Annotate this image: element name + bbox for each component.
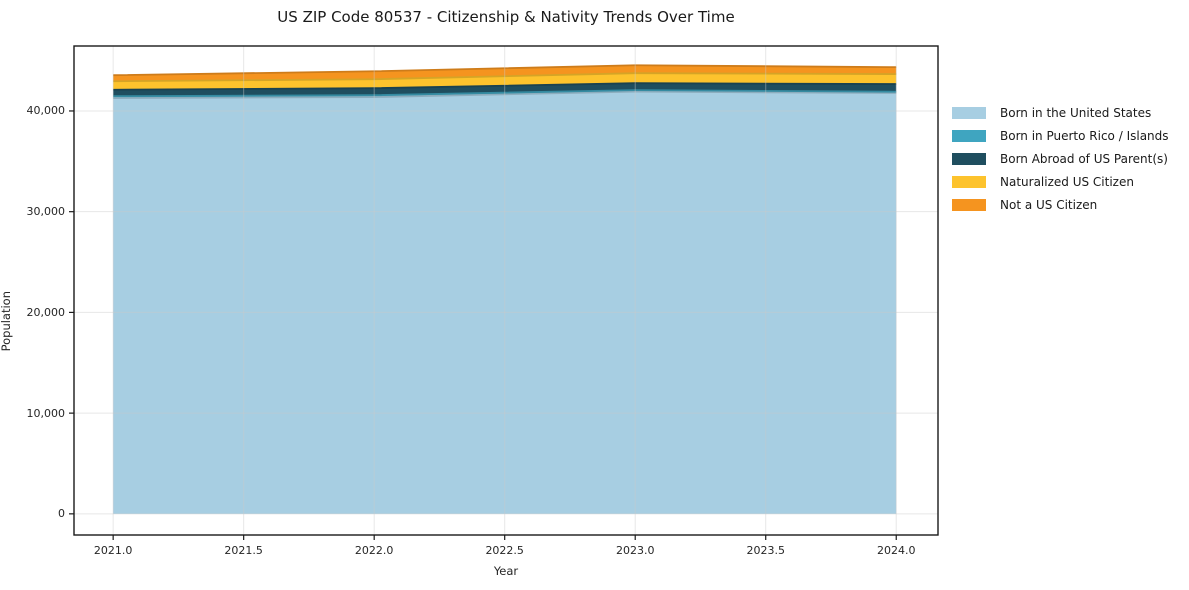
area-band-edge bbox=[113, 89, 897, 98]
area-band bbox=[113, 65, 897, 82]
x-tick-label: 2023.0 bbox=[615, 544, 655, 557]
x-tick-label: 2021.0 bbox=[93, 544, 133, 557]
y-tick-label: 30,000 bbox=[26, 205, 66, 219]
x-tick-label: 2023.5 bbox=[746, 544, 785, 557]
legend-swatch bbox=[952, 107, 986, 119]
area-band bbox=[113, 73, 897, 90]
legend-swatch bbox=[952, 130, 986, 142]
legend-label: Born in Puerto Rico / Islands bbox=[1000, 129, 1169, 143]
area-band-edge bbox=[113, 72, 897, 83]
chart-title: US ZIP Code 80537 - Citizenship & Nativi… bbox=[277, 8, 735, 26]
legend-swatch bbox=[952, 176, 986, 188]
area-band-edge bbox=[113, 64, 897, 77]
legend-label: Naturalized US Citizen bbox=[1000, 175, 1134, 189]
legend-item: Born Abroad of US Parent(s) bbox=[952, 152, 1169, 166]
area-band-edge bbox=[113, 82, 897, 91]
area-band bbox=[113, 91, 897, 514]
area-band-edge bbox=[113, 90, 897, 99]
x-tick-label: 2024.0 bbox=[876, 544, 916, 557]
x-tick-label: 2021.5 bbox=[224, 544, 263, 557]
legend-item: Born in Puerto Rico / Islands bbox=[952, 129, 1169, 143]
legend-item: Naturalized US Citizen bbox=[952, 175, 1169, 189]
area-band bbox=[113, 83, 897, 97]
legend-label: Born Abroad of US Parent(s) bbox=[1000, 152, 1168, 166]
legend-item: Not a US Citizen bbox=[952, 198, 1169, 212]
y-tick-label: 40,000 bbox=[26, 104, 66, 118]
legend-swatch bbox=[952, 199, 986, 211]
legend: Born in the United States Born in Puerto … bbox=[952, 106, 1169, 222]
x-axis-label: Year bbox=[493, 564, 519, 578]
legend-item: Born in the United States bbox=[952, 106, 1169, 120]
legend-swatch bbox=[952, 153, 986, 165]
y-tick-label: 0 bbox=[58, 507, 65, 521]
legend-label: Not a US Citizen bbox=[1000, 198, 1098, 212]
plot-border bbox=[73, 45, 939, 536]
y-tick-label: 10,000 bbox=[26, 406, 66, 420]
x-tick-label: 2022.5 bbox=[485, 544, 524, 557]
y-tick-label: 20,000 bbox=[26, 305, 66, 319]
legend-label: Born in the United States bbox=[1000, 106, 1152, 120]
x-tick-label: 2022.0 bbox=[354, 544, 394, 557]
